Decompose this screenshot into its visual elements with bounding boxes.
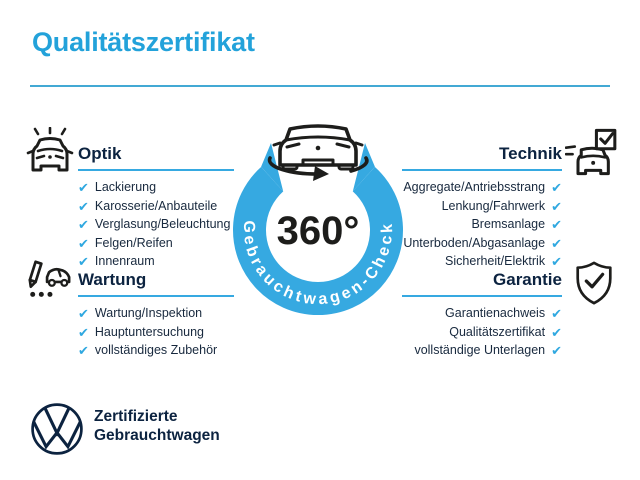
- check-icon: ✔: [78, 235, 89, 251]
- item-label: Wartung/Inspektion: [94, 306, 203, 320]
- item-label: Lenkung/Fahrwerk: [441, 198, 546, 213]
- checklist-item: ✔ vollständiges Zubehör: [78, 343, 234, 358]
- checklist-item: vollständige Unterlagen ✔: [402, 343, 562, 358]
- check-icon: ✔: [78, 324, 89, 340]
- check-icon: ✔: [78, 343, 89, 358]
- checklist-item: Bremsanlage ✔: [402, 217, 562, 232]
- item-label: Karosserie/Anbauteile: [94, 198, 218, 213]
- checklist-item: ✔ Lackierung: [78, 180, 234, 195]
- item-label: Innenraum: [94, 254, 155, 268]
- check-icon: ✔: [551, 306, 562, 321]
- check-icon: ✔: [551, 235, 562, 251]
- item-label: Sicherheit/Elektrik: [445, 254, 546, 268]
- section-underline: [78, 169, 234, 171]
- section-title-wartung: Wartung: [78, 270, 147, 289]
- page-title: Qualitätszertifikat: [32, 27, 255, 57]
- checklist-item: Qualitätszertifikat ✔: [402, 324, 562, 340]
- checklist-item: Sicherheit/Elektrik ✔: [402, 254, 562, 269]
- check-icon: ✔: [551, 324, 562, 340]
- checklist-item: Garantienachweis ✔: [402, 306, 562, 321]
- badge-ring: [233, 166, 403, 316]
- item-label: Verglasung/Beleuchtung: [94, 217, 231, 231]
- section-optik: Optik ✔ Lackierung ✔ Karosserie/Anbauteile…: [78, 145, 234, 274]
- check-icon: ✔: [78, 306, 89, 321]
- item-label: Garantienachweis: [445, 306, 546, 320]
- checklist-item: ✔ Innenraum: [78, 254, 234, 269]
- rotating-car-icon: [267, 124, 369, 181]
- item-label: Hauptuntersuchung: [94, 324, 205, 339]
- shield-check-icon: [571, 259, 617, 307]
- checklist-item: Aggregate/Antriebsstrang ✔: [402, 180, 562, 195]
- checklist-item: Unterboden/Abgasanlage ✔: [402, 235, 562, 251]
- section-underline: [402, 169, 562, 171]
- section-underline: [402, 295, 562, 297]
- section-wartung: Wartung ✔ Wartung/Inspektion ✔ Hauptunters…: [78, 271, 234, 363]
- section-title-garantie: Garantie: [493, 270, 562, 289]
- check-icon: ✔: [551, 343, 562, 358]
- badge-360-gebrauchtwagen-check: Gebrauchtwagen-Check 360°: [233, 124, 403, 316]
- garantie-checklist: Garantienachweis ✔ Qualitätszertifikat ✔ v…: [402, 306, 562, 358]
- checklist-item: ✔ Hauptuntersuchung: [78, 324, 234, 340]
- check-icon: ✔: [78, 180, 89, 195]
- check-icon: ✔: [78, 198, 89, 214]
- item-label: Unterboden/Abgasanlage: [403, 235, 546, 250]
- pen-and-car-service-icon: [26, 257, 72, 303]
- checklist-item: ✔ Wartung/Inspektion: [78, 306, 234, 321]
- check-icon: ✔: [78, 217, 89, 232]
- brand-wordmark: Zertifizierte Gebrauchtwagen: [94, 407, 220, 445]
- check-icon: ✔: [551, 180, 562, 195]
- item-label: Felgen/Reifen: [94, 235, 173, 250]
- section-title-optik: Optik: [78, 144, 122, 163]
- optik-checklist: ✔ Lackierung ✔ Karosserie/Anbauteile ✔ Verg…: [78, 180, 234, 269]
- wartung-checklist: ✔ Wartung/Inspektion ✔ Hauptuntersuchung ✔…: [78, 306, 234, 358]
- check-icon: ✔: [78, 254, 89, 269]
- car-front-headlights-icon: [26, 127, 74, 175]
- title-divider: [30, 85, 610, 87]
- checklist-item: ✔ Verglasung/Beleuchtung: [78, 217, 234, 232]
- item-label: Bremsanlage: [471, 217, 546, 231]
- check-icon: ✔: [551, 217, 562, 232]
- vw-logo: [31, 403, 83, 455]
- item-label: vollständige Unterlagen: [414, 343, 546, 357]
- checklist-item: ✔ Felgen/Reifen: [78, 235, 234, 251]
- check-icon: ✔: [551, 198, 562, 214]
- item-label: Aggregate/Antriebsstrang: [403, 180, 546, 194]
- item-label: vollständiges Zubehör: [94, 343, 218, 357]
- item-label: Qualitätszertifikat: [449, 324, 546, 339]
- item-label: Lackierung: [94, 180, 157, 194]
- badge-360-label: 360°: [277, 209, 360, 253]
- section-title-technik: Technik: [499, 144, 562, 163]
- technik-checklist: Aggregate/Antriebsstrang ✔ Lenkung/Fahrwe…: [402, 180, 562, 269]
- section-garantie: Garantie Garantienachweis ✔ Qualitätszert…: [402, 271, 562, 363]
- brand-line-2: Gebrauchtwagen: [94, 427, 220, 444]
- section-underline: [78, 295, 234, 297]
- check-icon: ✔: [551, 254, 562, 269]
- badge-ring-tip: [261, 143, 284, 192]
- checklist-item: Lenkung/Fahrwerk ✔: [402, 198, 562, 214]
- checklist-item: ✔ Karosserie/Anbauteile: [78, 198, 234, 214]
- section-technik: Technik Aggregate/Antriebsstrang ✔ Lenkun…: [402, 145, 562, 274]
- car-checkbox-icon: [565, 126, 617, 178]
- brand-line-1: Zertifizierte: [94, 408, 178, 425]
